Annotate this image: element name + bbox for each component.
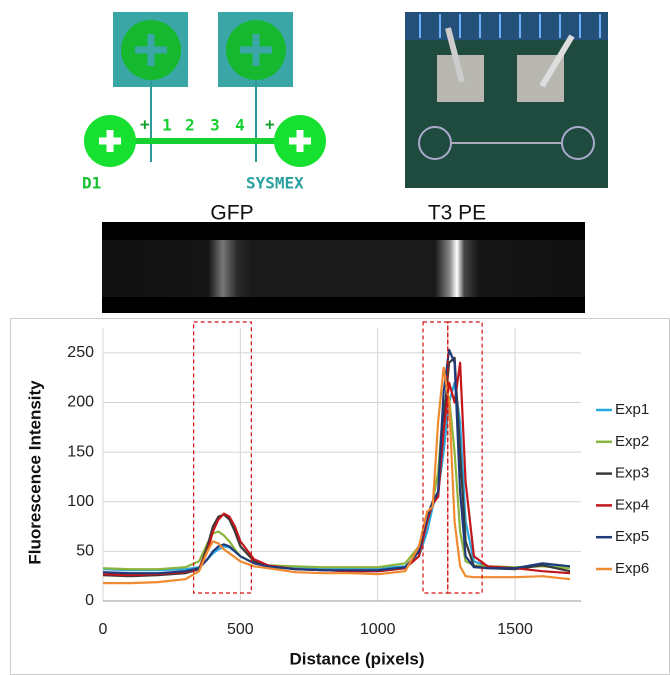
y-axis-title: Fluorescence Intensity [25,380,44,565]
data-line [102,348,571,575]
device-photo [405,12,608,188]
gel-label: T3 PE [428,202,486,225]
legend-label: Exp1 [615,401,649,418]
data-line [103,366,571,585]
channel [110,138,290,144]
x-axis-title: Distance (pixels) [289,649,424,668]
photo-ruler [405,12,608,40]
chart: 0 50 100 150 200 250 0 500 1000 1500 Fluorescence … [25,321,649,668]
chart-frame [10,318,670,675]
left-label: D1 [82,174,101,193]
data-line [102,361,571,577]
legend-label: Exp3 [615,465,649,482]
scale-number: 3 [210,116,220,135]
right-label: SYSMEX [246,174,304,193]
legend-label: Exp4 [615,496,649,513]
plus-mark: + [140,115,150,134]
scale-number: 2 [185,116,195,135]
gel-lane [102,240,585,297]
legend-label: Exp2 [615,433,649,450]
y-tick-label: 100 [67,493,94,510]
gel-image: GFP T3 PE [102,202,585,313]
plus-mark: + [265,115,275,134]
y-tick-label: 250 [67,344,94,361]
data-line [102,381,571,572]
x-tick-label: 0 [99,621,108,638]
x-tick-label: 500 [227,621,254,638]
pin [445,27,465,83]
legend-label: Exp5 [615,528,649,545]
pin [539,34,575,88]
highlight-box [447,321,483,594]
y-tick-label: 200 [67,394,94,411]
highlight-box [193,321,252,594]
data-line [102,356,571,578]
plus-icon [135,34,272,66]
data-line [102,396,571,571]
gel-label: GFP [210,202,253,225]
x-tick-label: 1000 [360,621,396,638]
legend-label: Exp6 [615,560,649,577]
y-tick-label: 150 [67,443,94,460]
ruler-ticks [419,14,601,38]
scale-number: 1 [162,116,172,135]
scale-number: 4 [235,116,245,135]
y-tick-label: 0 [85,592,94,609]
y-tick-label: 50 [76,543,94,560]
plus-icon [99,130,311,152]
highlight-box [422,321,449,594]
x-tick-label: 1500 [497,621,533,638]
electrode-diagram: + + 1 2 3 4 D1 SYSMEX [82,12,326,193]
